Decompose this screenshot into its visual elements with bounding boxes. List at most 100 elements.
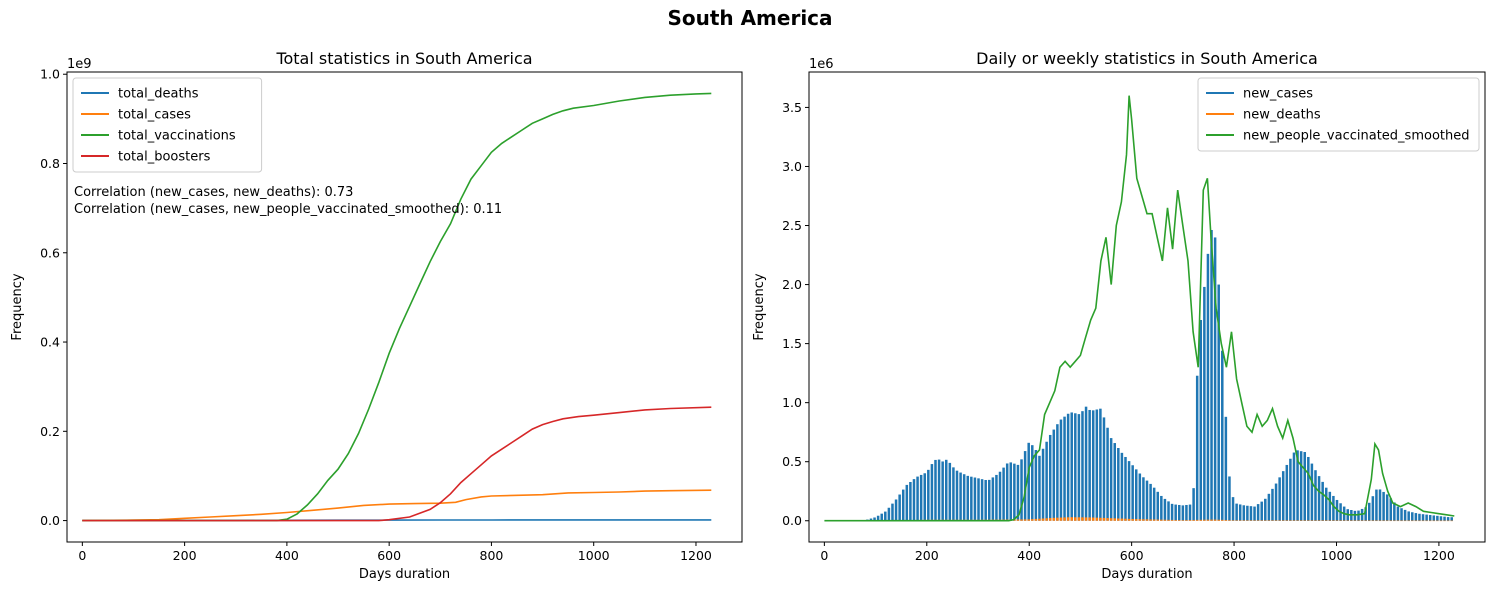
x-axis-label: Days duration xyxy=(1101,567,1192,582)
bar-new_cases xyxy=(1228,476,1231,521)
bar-new_cases xyxy=(1099,408,1102,521)
bar-new_cases xyxy=(1314,470,1317,521)
axes-frame xyxy=(808,71,1486,543)
x-tick-label: 200 xyxy=(915,548,939,563)
bar-new_deaths xyxy=(1099,517,1102,521)
bar-new_cases xyxy=(1091,410,1095,521)
bar-new_deaths xyxy=(1041,518,1045,521)
bar-new_cases xyxy=(1174,504,1177,521)
bar-new_cases xyxy=(1185,504,1188,521)
legend-label: total_boosters xyxy=(118,150,211,165)
y-tick-label: 0.2 xyxy=(40,424,60,439)
bar-new_deaths xyxy=(1436,520,1439,522)
bar-new_cases xyxy=(1213,237,1217,521)
bar-new_cases xyxy=(959,472,962,521)
bar-new_deaths xyxy=(1016,519,1020,521)
bar-new_cases xyxy=(1077,414,1081,521)
bar-new_cases xyxy=(1332,495,1335,521)
bar-new_deaths xyxy=(1188,520,1192,521)
bar-new_deaths xyxy=(1450,520,1453,522)
bar-new_cases xyxy=(970,476,973,521)
bar-new_cases xyxy=(1256,504,1260,521)
bar-new_deaths xyxy=(1048,518,1052,521)
bar-new_deaths xyxy=(1307,520,1310,521)
bar-new_cases xyxy=(880,513,883,521)
bar-new_cases xyxy=(1385,494,1389,521)
bar-new_cases xyxy=(1278,477,1281,521)
bar-new_deaths xyxy=(1439,520,1443,522)
bar-new_deaths xyxy=(1321,520,1324,521)
bar-new_cases xyxy=(1324,487,1328,521)
bar-new_cases xyxy=(1203,286,1206,521)
bar-new_deaths xyxy=(1421,520,1425,522)
bar-new_cases xyxy=(937,459,941,521)
bar-new_cases xyxy=(991,477,995,521)
bar-new_deaths xyxy=(1264,520,1267,521)
line-new_people_vaccinated_smoothed xyxy=(824,95,1455,522)
bar-new_deaths xyxy=(1407,520,1410,522)
bar-new_cases xyxy=(1246,505,1249,521)
bar-new_cases xyxy=(1134,469,1138,521)
bar-new_cases xyxy=(1242,505,1246,521)
bar-new_cases xyxy=(1145,480,1149,521)
bar-new_cases xyxy=(1074,413,1077,521)
bar-new_cases xyxy=(1271,488,1274,521)
bar-new_cases xyxy=(1023,451,1027,521)
bar-new_cases xyxy=(1224,416,1228,521)
bar-new_deaths xyxy=(1145,519,1149,521)
bar-new_cases xyxy=(1418,513,1421,521)
bar-new_cases xyxy=(1059,419,1063,521)
bar-new_deaths xyxy=(1149,519,1152,521)
y-multiplier-label: 1e6 xyxy=(809,57,834,72)
chart-daily-statistics: Daily or weekly statistics in South Amer… xyxy=(752,49,1486,582)
bar-new_cases xyxy=(1084,406,1088,521)
bar-new_deaths xyxy=(1411,520,1414,522)
bar-new_cases xyxy=(1432,515,1436,521)
bar-new_deaths xyxy=(1077,517,1081,521)
x-tick-label: 200 xyxy=(173,548,197,563)
bar-new_cases xyxy=(1120,452,1124,521)
bar-new_cases xyxy=(1038,455,1041,521)
bar-new_cases xyxy=(873,517,876,521)
bar-new_cases xyxy=(1217,284,1220,521)
y-tick-label: 3.0 xyxy=(782,159,802,174)
line-total_boosters xyxy=(82,406,712,522)
bar-new_deaths xyxy=(1303,520,1306,521)
bar-new_deaths xyxy=(1274,520,1278,521)
bar-new_cases xyxy=(1109,438,1113,521)
bar-new_cases xyxy=(934,459,937,521)
bar-new_deaths xyxy=(1185,520,1188,521)
bar-new_deaths xyxy=(1084,517,1088,521)
bar-new_deaths xyxy=(1181,520,1185,521)
bar-new_deaths xyxy=(1138,519,1142,521)
bar-new_cases xyxy=(1210,230,1213,521)
bar-new_deaths xyxy=(1346,520,1350,522)
legend-label: total_deaths xyxy=(118,87,199,102)
bar-new_deaths xyxy=(1350,520,1353,522)
y-axis-label: Frequency xyxy=(752,273,767,340)
bar-new_cases xyxy=(1142,477,1145,521)
bar-new_deaths xyxy=(1206,519,1210,521)
axes-frame xyxy=(66,71,743,543)
bar-new_cases xyxy=(1188,504,1192,521)
figure-title: South America xyxy=(667,6,833,30)
bar-new_deaths xyxy=(1299,520,1303,521)
bar-new_deaths xyxy=(1339,520,1342,522)
bar-new_cases xyxy=(1450,517,1453,521)
y-tick-label: 2.5 xyxy=(782,218,802,233)
bar-new_deaths xyxy=(1117,518,1120,521)
bar-new_cases xyxy=(1317,476,1321,521)
bar-new_cases xyxy=(1138,473,1142,521)
bar-new_cases xyxy=(1206,253,1210,521)
chart-title: Total statistics in South America xyxy=(275,49,532,68)
bar-new_deaths xyxy=(1081,517,1084,521)
plot-area xyxy=(824,95,1455,522)
x-tick-label: 800 xyxy=(1222,548,1246,563)
bar-new_deaths xyxy=(1432,520,1436,522)
bar-new_cases xyxy=(1013,463,1016,521)
bar-new_deaths xyxy=(1418,520,1421,522)
bar-new_cases xyxy=(1034,450,1038,521)
bar-new_cases xyxy=(1041,448,1045,521)
bar-new_cases xyxy=(1113,443,1116,521)
bar-new_deaths xyxy=(1289,520,1292,521)
